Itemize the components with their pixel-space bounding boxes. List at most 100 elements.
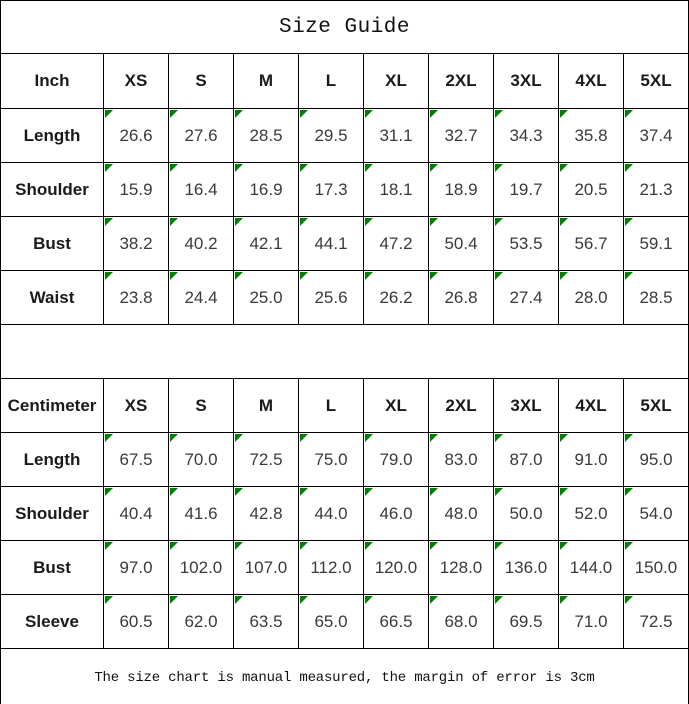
green-corner-triangle-icon <box>170 434 178 442</box>
size-value: 50.4 <box>444 233 478 253</box>
green-corner-triangle-icon <box>625 434 633 442</box>
size-value: 102.0 <box>179 557 223 577</box>
green-corner-triangle-icon <box>495 488 503 496</box>
size-value: 44.1 <box>314 233 348 253</box>
green-corner-triangle-icon <box>105 110 113 118</box>
row-label: Length <box>0 432 104 487</box>
green-corner-triangle-icon <box>170 110 178 118</box>
size-value: 27.4 <box>509 287 543 307</box>
size-value: 44.0 <box>314 503 348 523</box>
size-column-header: L <box>298 378 364 433</box>
size-value: 95.0 <box>639 449 673 469</box>
green-corner-triangle-icon <box>495 218 503 226</box>
size-value-cell: 40.2 <box>168 216 234 271</box>
size-value-cell: 35.8 <box>558 108 624 163</box>
size-value: 120.0 <box>374 557 418 577</box>
size-value-cell: 26.6 <box>103 108 169 163</box>
size-column-header: 5XL <box>623 53 689 109</box>
green-corner-triangle-icon <box>495 596 503 604</box>
unit-header-centimeter: Centimeter <box>0 378 104 433</box>
size-value-cell: 28.5 <box>623 270 689 325</box>
size-column-header: S <box>168 378 234 433</box>
size-value-cell: 97.0 <box>103 540 169 595</box>
size-value-cell: 47.2 <box>363 216 429 271</box>
green-corner-triangle-icon <box>430 272 438 280</box>
page-title: Size Guide <box>0 0 689 54</box>
green-corner-triangle-icon <box>560 110 568 118</box>
green-corner-triangle-icon <box>170 596 178 604</box>
size-value-cell: 70.0 <box>168 432 234 487</box>
unit-header-inch: Inch <box>0 53 104 109</box>
green-corner-triangle-icon <box>495 434 503 442</box>
size-value: 15.9 <box>119 179 153 199</box>
size-column-header: M <box>233 378 299 433</box>
green-corner-triangle-icon <box>300 488 308 496</box>
size-value-cell: 69.5 <box>493 594 559 649</box>
size-value: 136.0 <box>504 557 548 577</box>
size-value-cell: 41.6 <box>168 486 234 541</box>
size-value-cell: 79.0 <box>363 432 429 487</box>
table-row: Length 67.5 70.0 72.5 75.0 79.0 83.0 87.… <box>0 432 689 487</box>
green-corner-triangle-icon <box>430 488 438 496</box>
green-corner-triangle-icon <box>430 164 438 172</box>
green-corner-triangle-icon <box>170 218 178 226</box>
size-value: 32.7 <box>444 125 478 145</box>
size-value-cell: 46.0 <box>363 486 429 541</box>
size-value: 31.1 <box>379 125 413 145</box>
size-value: 87.0 <box>509 449 543 469</box>
table-row: Sleeve 60.5 62.0 63.5 65.0 66.5 68.0 69.… <box>0 594 689 649</box>
size-value: 25.6 <box>314 287 348 307</box>
size-column-header: XL <box>363 53 429 109</box>
size-value-cell: 27.6 <box>168 108 234 163</box>
green-corner-triangle-icon <box>365 488 373 496</box>
size-value-cell: 18.1 <box>363 162 429 217</box>
size-value-cell: 95.0 <box>623 432 689 487</box>
green-corner-triangle-icon <box>105 164 113 172</box>
size-value-cell: 56.7 <box>558 216 624 271</box>
green-corner-triangle-icon <box>365 596 373 604</box>
size-value: 69.5 <box>509 611 543 631</box>
green-corner-triangle-icon <box>105 596 113 604</box>
size-value: 62.0 <box>184 611 218 631</box>
size-column-header: 5XL <box>623 378 689 433</box>
size-value-cell: 67.5 <box>103 432 169 487</box>
size-column-header: 2XL <box>428 378 494 433</box>
size-value-cell: 54.0 <box>623 486 689 541</box>
size-value-cell: 40.4 <box>103 486 169 541</box>
green-corner-triangle-icon <box>170 272 178 280</box>
size-value: 38.2 <box>119 233 153 253</box>
size-value-cell: 53.5 <box>493 216 559 271</box>
green-corner-triangle-icon <box>105 218 113 226</box>
size-value-cell: 26.8 <box>428 270 494 325</box>
green-corner-triangle-icon <box>625 272 633 280</box>
green-corner-triangle-icon <box>300 542 308 550</box>
size-value-cell: 34.3 <box>493 108 559 163</box>
green-corner-triangle-icon <box>495 542 503 550</box>
row-label: Shoulder <box>0 162 104 217</box>
size-value: 63.5 <box>249 611 283 631</box>
size-value-cell: 50.4 <box>428 216 494 271</box>
size-column-header: 3XL <box>493 53 559 109</box>
green-corner-triangle-icon <box>235 272 243 280</box>
size-column-header: 4XL <box>558 378 624 433</box>
green-corner-triangle-icon <box>235 596 243 604</box>
measurement-disclaimer: The size chart is manual measured, the m… <box>0 648 689 704</box>
size-value-cell: 19.7 <box>493 162 559 217</box>
size-value: 26.8 <box>444 287 478 307</box>
size-value-cell: 136.0 <box>493 540 559 595</box>
row-label: Waist <box>0 270 104 325</box>
green-corner-triangle-icon <box>300 218 308 226</box>
size-value: 65.0 <box>314 611 348 631</box>
green-corner-triangle-icon <box>560 272 568 280</box>
green-corner-triangle-icon <box>625 110 633 118</box>
size-value-cell: 83.0 <box>428 432 494 487</box>
green-corner-triangle-icon <box>625 488 633 496</box>
size-value-cell: 23.8 <box>103 270 169 325</box>
size-column-header: XL <box>363 378 429 433</box>
table-row: Length 26.6 27.6 28.5 29.5 31.1 32.7 34.… <box>0 108 689 163</box>
green-corner-triangle-icon <box>365 110 373 118</box>
green-corner-triangle-icon <box>625 218 633 226</box>
size-value-cell: 72.5 <box>623 594 689 649</box>
